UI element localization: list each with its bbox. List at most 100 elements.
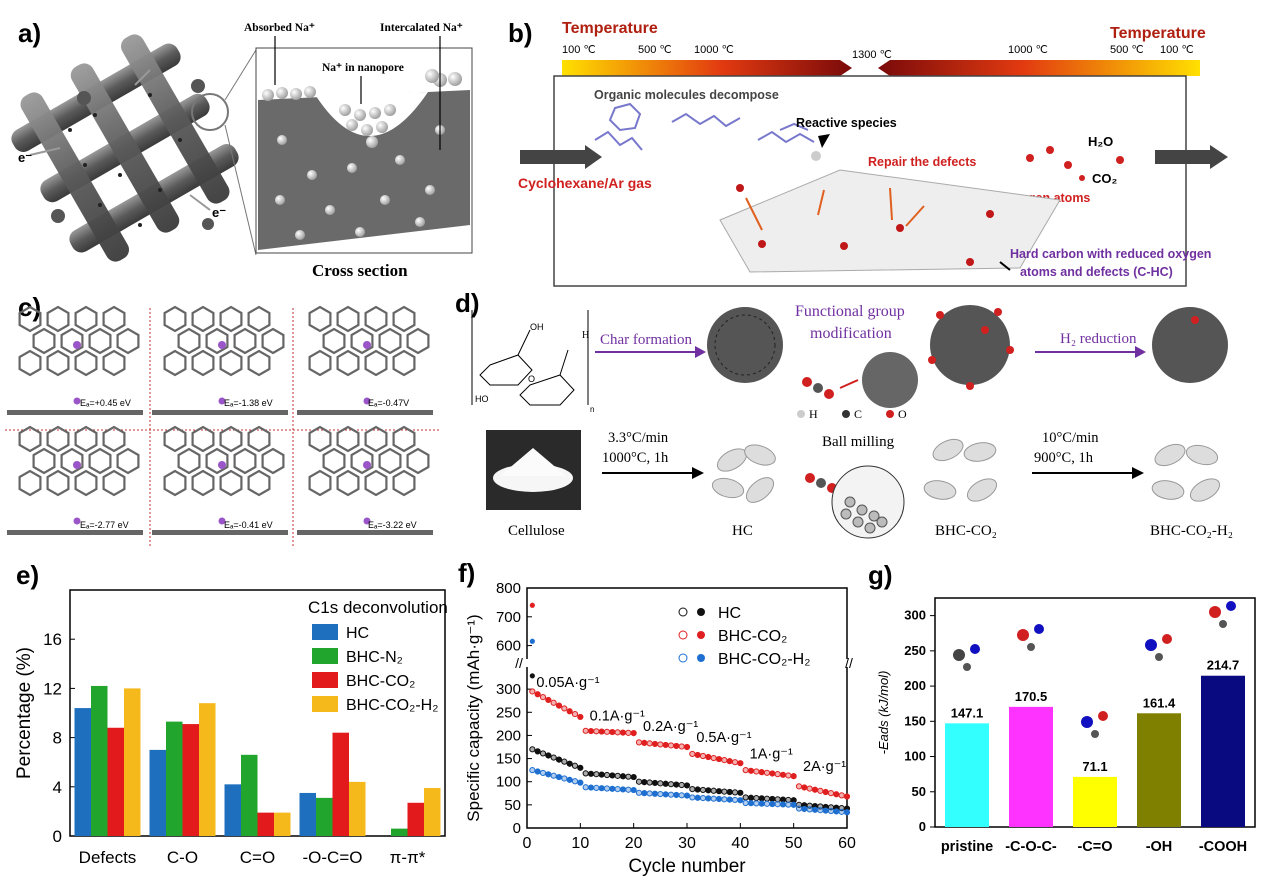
x-axis-label: Cycle number: [628, 856, 746, 877]
y-tick-label: 150: [904, 713, 926, 728]
data-point: [625, 773, 632, 780]
carbon-ring: [191, 305, 215, 333]
data-point: [539, 750, 547, 757]
bar-value-label: 214.7: [1207, 658, 1240, 673]
bar-Defects-3: [124, 688, 141, 836]
legend-entry: HC: [718, 605, 741, 622]
data-point: [683, 792, 691, 799]
condition-2-temp: 900°C, 1h: [1034, 450, 1094, 466]
graphene-sheet: [719, 169, 1061, 273]
data-point: [555, 773, 563, 781]
bhc-co2-h2-particles-icon: [1151, 443, 1221, 502]
x-category-label: C=O: [240, 848, 275, 867]
y-tick-label: 250: [904, 643, 926, 658]
data-point: [603, 771, 611, 779]
carbon-ring: [233, 327, 257, 355]
carbon-cluster-hc: [707, 307, 783, 383]
molecule-atom-icon: [953, 649, 965, 661]
carbon-ring: [336, 349, 360, 377]
y-axis-label: Specific capacity (mAh·g⁻¹): [464, 614, 483, 821]
data-point: [753, 794, 760, 802]
y-tick-label: 16: [43, 630, 62, 649]
data-point: [657, 780, 664, 787]
data-point: [635, 778, 643, 785]
carbon-ring: [88, 447, 112, 475]
side-view-sheet: [152, 530, 288, 535]
data-point: [534, 691, 541, 698]
absorbed-label: Absorbed Na⁺: [244, 22, 315, 34]
data-point: [742, 794, 749, 801]
functional-group-label-1: Functional group: [795, 303, 905, 320]
intercalated-label: Intercalated Na⁺: [380, 22, 463, 34]
carbon-ring: [378, 327, 402, 355]
carbon-ring: [392, 349, 416, 377]
data-point: [550, 699, 557, 706]
panel-label-g: g): [868, 560, 893, 590]
legend-entry: BHC-CO₂-H₂: [346, 697, 438, 714]
y-tick-label: 250: [496, 704, 521, 721]
bar-Defects-1: [91, 685, 108, 836]
carbon-ring: [406, 447, 430, 475]
y-tick-label: 0: [513, 820, 521, 837]
temp-500-right: 500 ℃: [1110, 44, 1144, 56]
sodium-atom-side: [218, 517, 226, 525]
carbon-ring: [46, 469, 70, 497]
carbon-ring: [364, 469, 388, 497]
sodium-atom-side: [363, 517, 371, 525]
point-first-discharge: [529, 638, 535, 644]
data-point: [529, 746, 536, 753]
data-point: [598, 728, 605, 735]
data-point: [763, 769, 771, 776]
bar-C-O-2: [182, 724, 199, 836]
y-tick-label-upper: 700: [496, 609, 521, 626]
data-point: [609, 728, 616, 736]
molecule-atom-icon: [1162, 634, 1172, 644]
carbon-ring: [350, 327, 374, 355]
hard-carbon-label-1: Hard carbon with reduced oxygen: [1010, 247, 1211, 261]
data-point: [737, 789, 744, 796]
y-tick-label: 200: [496, 727, 521, 744]
data-point: [838, 792, 845, 799]
side-view-sheet: [7, 410, 143, 415]
temp-1300: 1300 ℃: [852, 49, 892, 61]
molecule-atom-icon: [1226, 601, 1236, 611]
axis-break-gap: [521, 659, 853, 667]
data-point: [731, 789, 739, 796]
data-point: [571, 762, 579, 769]
y-tick-label: 0: [53, 827, 62, 846]
side-view-sheet: [7, 530, 143, 535]
data-point: [529, 688, 536, 695]
data-point: [619, 729, 627, 736]
panel-label-b: b): [508, 18, 533, 48]
reactive-species-label: Reactive species: [796, 116, 897, 130]
panel-c-grid: Eₐ=+0.45 eV Eₐ=-1.38 eV Eₐ=-0.47V Eₐ=-2.…: [5, 305, 440, 548]
data-point: [587, 770, 595, 777]
molecule-atom-icon: [1017, 629, 1029, 641]
y-tick-label-upper: 600: [496, 638, 521, 655]
data-point: [795, 783, 803, 790]
data-point: [833, 808, 840, 815]
data-point: [785, 801, 792, 808]
carbon-ring: [392, 305, 416, 333]
y-tick-label: 8: [53, 729, 62, 748]
data-point: [811, 806, 819, 813]
molecule-atom-icon: [1098, 711, 1108, 721]
data-point: [566, 776, 573, 783]
panel-d-process: H HO OH O n Char formation Functional gr…: [471, 303, 1233, 539]
data-point: [641, 779, 648, 786]
co2-molecule-icon: [802, 377, 834, 399]
bar--O-C=O-3: [349, 781, 366, 836]
data-point: [774, 796, 781, 803]
legend-h: H: [809, 407, 818, 421]
data-point: [641, 790, 648, 797]
data-point: [609, 785, 616, 792]
data-point: [774, 771, 781, 778]
data-point: [651, 779, 659, 787]
data-point: [694, 794, 701, 801]
struct-o-label: O: [528, 374, 535, 384]
data-point: [806, 785, 813, 792]
rate-label: 0.1A·g⁻¹: [590, 709, 645, 725]
data-point: [667, 791, 675, 798]
legend-swatch: [312, 696, 338, 712]
rate-label: 0.05A·g⁻¹: [536, 675, 599, 691]
